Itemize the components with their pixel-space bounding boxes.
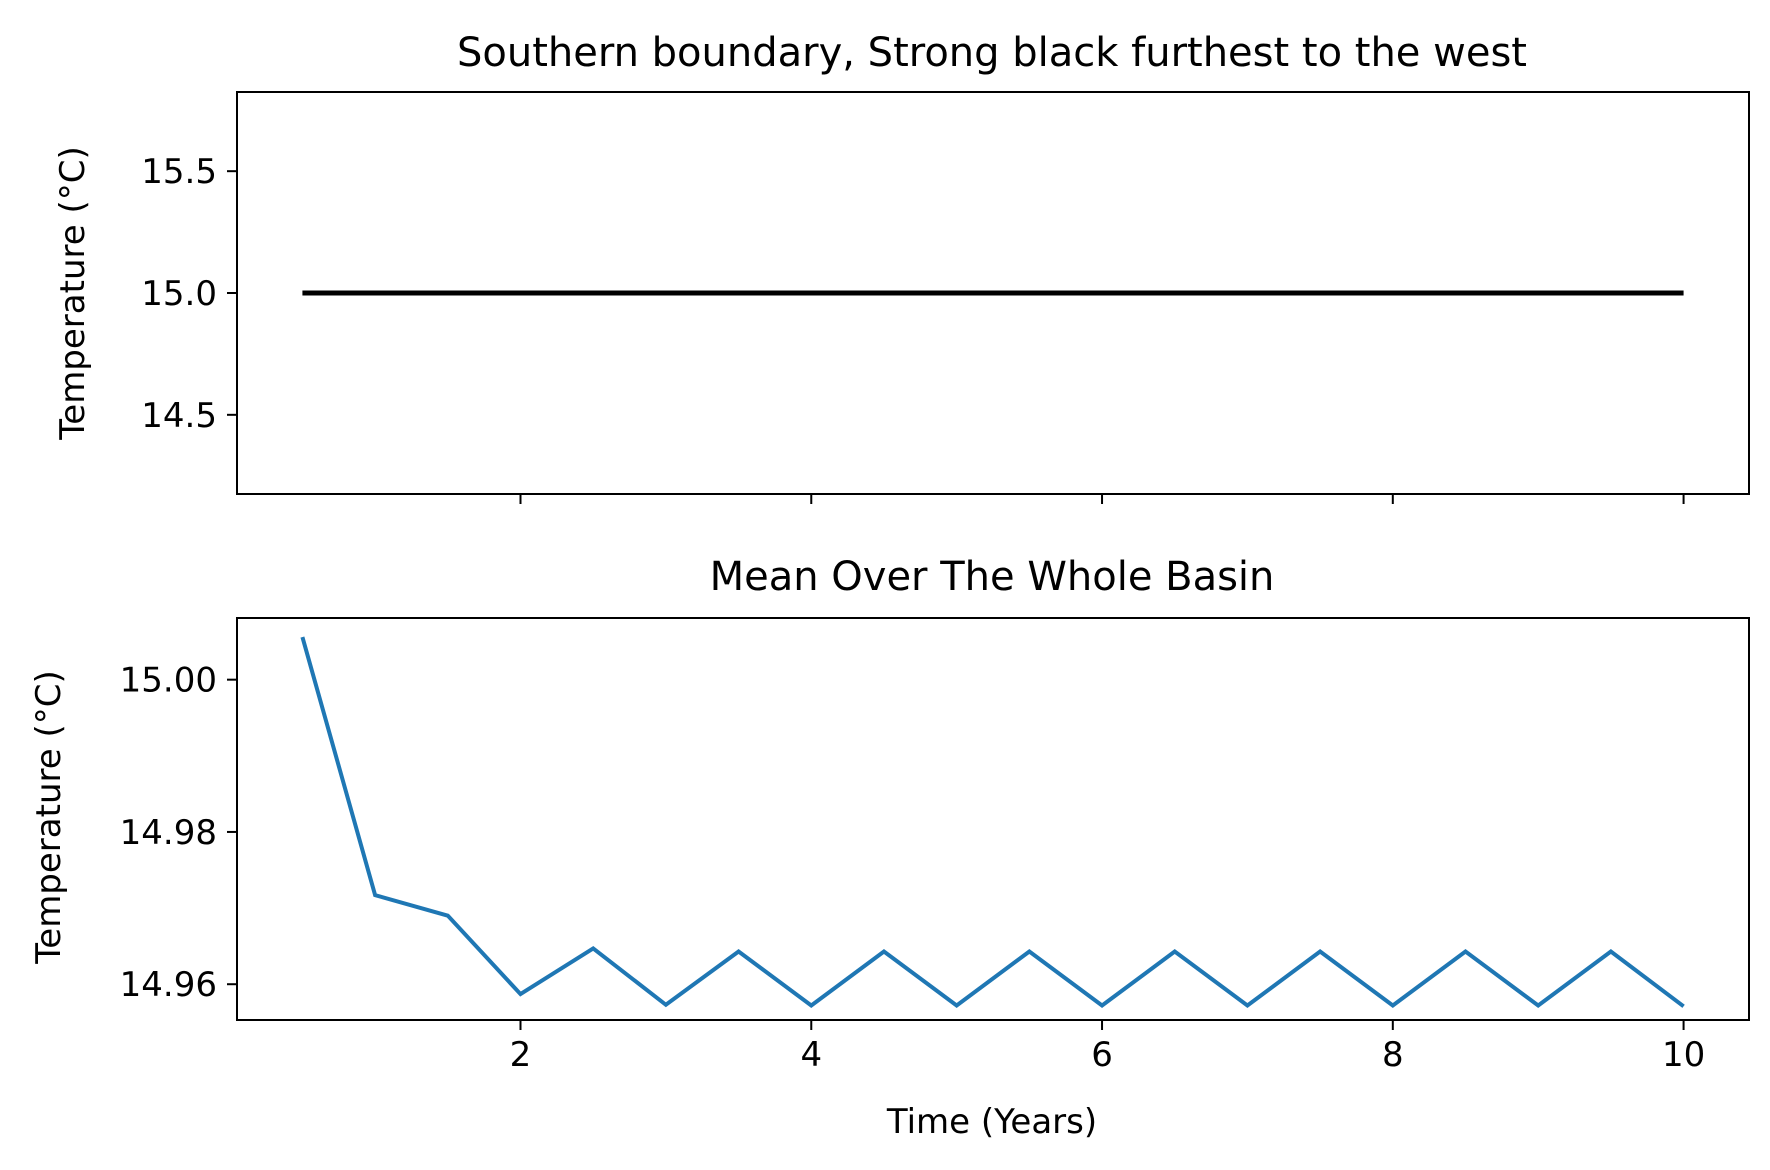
top-y-tick-label: 14.5 [141,396,217,436]
bottom-y-tick-label: 15.00 [120,661,217,701]
bottom-chart-title: Mean Over The Whole Basin [710,554,1275,600]
bottom-y-tick-label: 14.98 [120,813,217,853]
bottom-x-tick-label: 10 [1662,1035,1705,1075]
bottom-x-tick-label: 4 [800,1035,822,1075]
bottom-x-axis-label: Time (Years) [886,1102,1097,1142]
bottom-series-line [300,636,1685,1009]
bottom-x-tick-label: 2 [510,1035,532,1075]
top-plot-marks: 14.5 15.0 15.5 [141,152,1685,504]
bottom-y-axis-label: Temperature (°C) [29,670,69,964]
top-subplot: Southern boundary, Strong black furthest… [53,30,1750,504]
top-y-axis-label: Temperature (°C) [53,146,93,440]
bottom-plot-marks: 2 4 6 8 10 14.96 14.98 15.00 [120,636,1705,1075]
bottom-x-tick-label: 8 [1382,1035,1404,1075]
bottom-plot-frame [236,617,1750,1021]
bottom-x-tick-label: 6 [1091,1035,1113,1075]
top-y-tick-label: 15.0 [141,274,217,314]
bottom-subplot: Mean Over The Whole Basin Temperature (°… [29,554,1750,1142]
top-y-tick-label: 15.5 [141,152,217,192]
bottom-y-tick-label: 14.96 [120,965,217,1005]
top-plot-frame [236,91,1750,495]
top-chart-title: Southern boundary, Strong black furthest… [457,30,1527,76]
